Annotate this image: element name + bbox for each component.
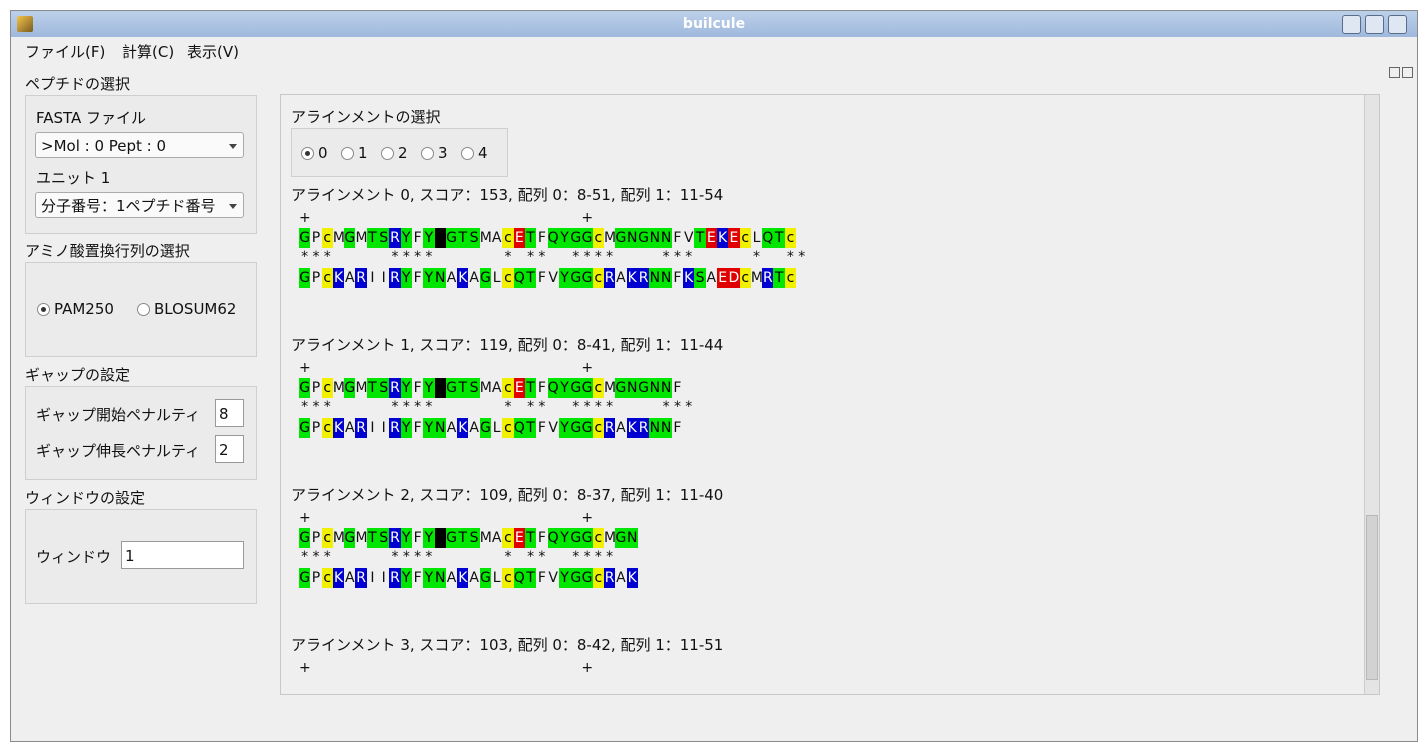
app-window: builcule ファイル(F) 計算(C) 表示(V) ペプチドの選択 FAS… [10, 10, 1418, 742]
window-input[interactable]: 1 [121, 541, 244, 569]
maximize-button[interactable] [1365, 15, 1384, 34]
alignment-panel: アラインメントの選択 アラインメント 0, スコア：153, 配列 0：8-51… [280, 94, 1380, 695]
alignment-header: アラインメント 1, スコア：119, 配列 0：8-41, 配列 1：11-4… [291, 336, 724, 354]
alignment-header: アラインメント 3, スコア：103, 配列 0：8-42, 配列 1：11-5… [291, 636, 724, 654]
matrix-radio[interactable]: PAM250 [37, 300, 114, 318]
alignment-radio[interactable]: 4 [461, 144, 488, 162]
menu-item[interactable]: ファイル(F) [25, 43, 106, 61]
annotation: + + [299, 360, 594, 376]
fasta-combo[interactable]: >Mol : 0 Pept : 0 [35, 132, 244, 158]
matrix-radio[interactable]: BLOSUM62 [137, 300, 236, 318]
section-title: ペプチドの選択 [25, 75, 131, 93]
annotation: + + [299, 660, 594, 676]
float-button[interactable] [1389, 67, 1400, 78]
menu-item[interactable]: 表示(V) [187, 43, 239, 61]
annotation: * * * * * * * * * * * * * * * * * [301, 399, 693, 415]
annotation: + + [299, 510, 594, 526]
minimize-button[interactable] [1342, 15, 1361, 34]
title-bar: builcule [11, 11, 1417, 37]
close-dock-button[interactable] [1402, 67, 1413, 78]
scrollbar[interactable] [1364, 95, 1379, 694]
alignment-header: アラインメント 0, スコア：153, 配列 0：8-51, 配列 1：11-5… [291, 186, 724, 204]
annotation: * * * * * * * * * * * * * * [301, 549, 614, 565]
field-label: ギャップ伸長ペナルティ [36, 442, 201, 460]
menu-bar: ファイル(F) 計算(C) 表示(V) [11, 38, 1417, 62]
alignment-radio[interactable]: 1 [341, 144, 368, 162]
field-label: ウィンドウ [36, 548, 112, 566]
gap-open-input[interactable]: 8 [215, 399, 244, 427]
alignment-header: アラインメント 2, スコア：109, 配列 0：8-37, 配列 1：11-4… [291, 486, 724, 504]
scroll-thumb[interactable] [1366, 515, 1378, 680]
app-icon [17, 16, 33, 32]
section-title: ギャップの設定 [25, 366, 131, 384]
field-label: FASTA ファイル [36, 109, 147, 127]
annotation: + + [299, 210, 594, 226]
section-title: アミノ酸置換行列の選択 [25, 242, 190, 260]
section-title: ウィンドウの設定 [25, 489, 146, 507]
window-title: builcule [682, 16, 746, 32]
unit-combo[interactable]: 分子番号：1ペプチド番号 [35, 192, 244, 218]
alignment-radio[interactable]: 0 [301, 144, 328, 162]
field-label: ユニット 1 [36, 169, 111, 187]
field-label: ギャップ開始ペナルティ [36, 406, 201, 424]
annotation: * * * * * * * * * * * * * * * * * * * * [301, 249, 806, 265]
menu-item[interactable]: 計算(C) [122, 43, 175, 61]
alignment-radio[interactable]: 2 [381, 144, 408, 162]
close-button[interactable] [1388, 15, 1407, 34]
section-title: アラインメントの選択 [291, 108, 441, 126]
alignment-radio[interactable]: 3 [421, 144, 448, 162]
gap-extend-input[interactable]: 2 [215, 435, 244, 463]
